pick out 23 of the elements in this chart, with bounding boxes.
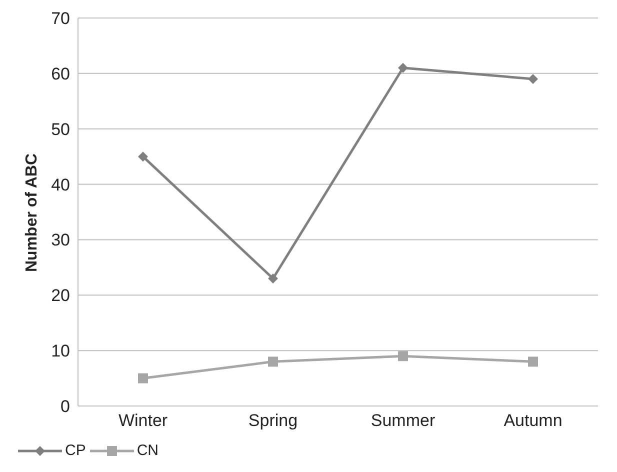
y-tick-label: 30: [51, 230, 70, 250]
y-tick-label: 10: [51, 342, 70, 361]
y-tick-label: 60: [51, 64, 70, 84]
point: [138, 152, 148, 162]
x-tick-label: Autumn: [504, 411, 562, 430]
x-tick-label: Spring: [248, 411, 298, 430]
y-tick-label: 70: [51, 9, 70, 28]
y-tick-label: 0: [60, 397, 70, 416]
point: [268, 274, 278, 284]
y-tick-label: 40: [51, 175, 70, 194]
point: [268, 356, 278, 367]
y-axis-title: Number of ABC: [24, 153, 41, 272]
point: [398, 62, 408, 73]
y-tick-label: 50: [51, 120, 70, 139]
point: [528, 74, 538, 84]
x-tick-label: Winter: [118, 411, 168, 430]
point: [528, 356, 538, 367]
point: [138, 373, 148, 384]
legend-label: CP: [65, 442, 86, 459]
legend-label: CN: [136, 442, 159, 459]
x-tick-label: Summer: [370, 411, 436, 430]
point: [398, 351, 408, 362]
y-tick-label: 20: [51, 286, 70, 306]
